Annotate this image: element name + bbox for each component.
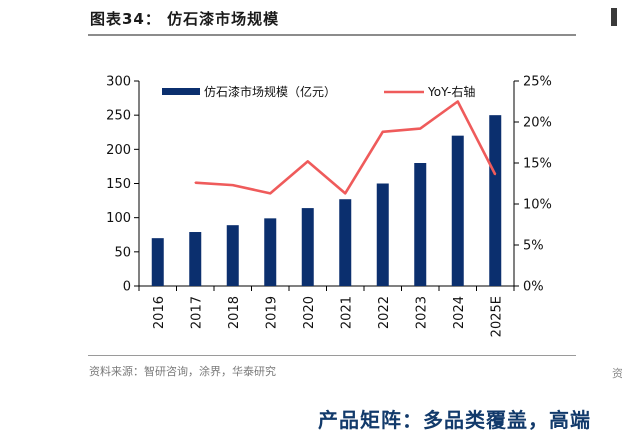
bar: [151, 238, 164, 286]
yoy-point: [269, 192, 272, 195]
yoy-point: [194, 181, 197, 184]
left-tick-label: 100: [106, 211, 131, 226]
yoy-point: [231, 184, 234, 186]
figure-title: 图表34： 仿石漆市场规模: [90, 10, 280, 28]
right-tick-label: 0%: [523, 280, 544, 295]
cropped-edge-fragment: [611, 8, 617, 26]
yoy-point: [381, 131, 384, 133]
bar: [339, 199, 352, 286]
left-tick-label: 50: [114, 245, 131, 260]
bar: [489, 115, 502, 287]
legend-line-label: YoY-右轴: [427, 84, 475, 99]
yoy-point: [419, 127, 422, 130]
x-tick-label: 2023: [414, 296, 429, 329]
x-tick-label: 2022: [377, 296, 392, 329]
left-tick-label: 0: [123, 280, 131, 295]
bar: [264, 218, 277, 286]
yoy-line: [195, 100, 497, 195]
left-tick-label: 150: [106, 177, 131, 192]
x-tick-label: 2017: [189, 296, 204, 329]
tagline: 产品矩阵：多品类覆盖，高端: [318, 408, 591, 432]
cropped-edge-text: 资: [612, 367, 622, 380]
yoy-line-series: [194, 100, 497, 195]
bar: [189, 232, 202, 286]
legend: 仿石漆市场规模（亿元） YoY-右轴: [162, 84, 475, 99]
bar: [226, 225, 239, 286]
right-tick-label: 20%: [523, 116, 552, 131]
bar: [414, 163, 427, 286]
yoy-point: [494, 173, 497, 176]
x-tick-label: 2019: [264, 296, 279, 329]
right-tick-label: 10%: [523, 198, 552, 213]
left-tick-label: 250: [106, 109, 131, 124]
left-tick-label: 200: [106, 143, 131, 158]
x-tick-label: 2021: [339, 296, 354, 329]
right-tick-label: 5%: [523, 239, 544, 254]
x-tick-label: 2020: [302, 296, 317, 329]
x-tick-labels: 2016 2017 2018 2019 2020 2021 2022 2023 2024 2025…: [152, 296, 505, 337]
bar: [376, 183, 389, 286]
right-tick-label: 15%: [523, 157, 552, 172]
source-note: 资料来源：智研咨询，涂界，华泰研究: [89, 365, 276, 378]
x-tick-label: 2024: [452, 296, 467, 329]
chart-axes: 0 50 100 150 200 250 300 0% 5% 10% 15% 20% 25%: [106, 75, 552, 295]
yoy-point: [344, 192, 347, 195]
x-tick-label: 2018: [227, 296, 242, 329]
source-rule: [88, 355, 576, 356]
right-tick-label: 25%: [523, 75, 552, 90]
title-rule: [88, 34, 576, 36]
x-tick-label: 2016: [152, 296, 167, 329]
legend-bar-swatch: [162, 88, 200, 95]
yoy-point: [306, 160, 309, 163]
yoy-point: [456, 100, 459, 103]
left-tick-label: 300: [106, 75, 131, 90]
x-tick-label: 2025E: [489, 296, 504, 337]
bar: [301, 208, 314, 286]
bar-series: [151, 115, 502, 287]
bar: [451, 135, 464, 286]
legend-bar-label: 仿石漆市场规模（亿元）: [204, 84, 336, 99]
